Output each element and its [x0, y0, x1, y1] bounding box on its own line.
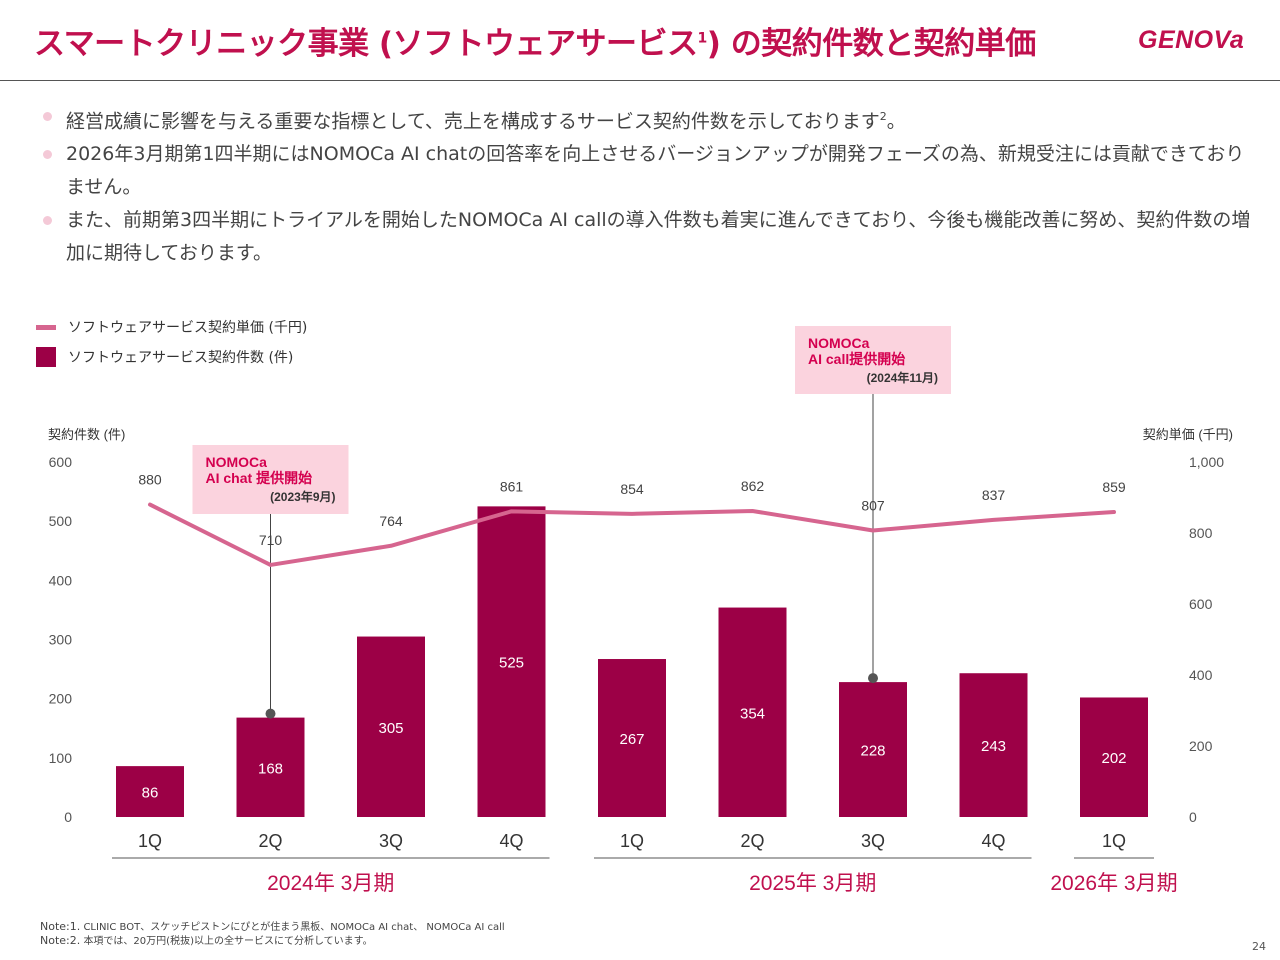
y-axis-title: 契約件数 (件): [48, 427, 125, 442]
annotation-subtitle: AI call提供開始: [808, 351, 905, 367]
line-value-label: 807: [861, 498, 885, 514]
line-value-label: 880: [138, 472, 162, 488]
x-tick-label: 2Q: [740, 831, 764, 851]
y2-tick-label: 200: [1189, 738, 1213, 754]
page-number: 24: [1252, 940, 1266, 953]
annotation-marker-dot: [868, 673, 878, 684]
bar-swatch-icon: [36, 347, 56, 367]
bar: [839, 682, 907, 817]
annotation-date: (2024年11月): [867, 370, 938, 385]
y2-tick-label: 1,000: [1189, 454, 1224, 470]
bar-value-label: 168: [258, 760, 283, 777]
bar: [116, 766, 184, 817]
line-value-label: 837: [982, 487, 1006, 503]
x-tick-label: 3Q: [861, 831, 885, 851]
footnote-2: Note:2. 本項では、20万円(税抜)以上の全サービスにて分析しています。: [40, 932, 373, 947]
x-tick-label: 4Q: [981, 831, 1005, 851]
bar-value-label: 228: [860, 743, 885, 760]
line-value-label: 764: [379, 513, 403, 529]
x-tick-label: 1Q: [1102, 831, 1126, 851]
bullet-item: また、前期第3四半期にトライアルを開始したNOMOCa AI callの導入件数…: [40, 204, 1260, 270]
page-title: スマートクリニック事業 (ソフトウェアサービス1) の契約件数と契約単価: [34, 18, 1036, 63]
line-value-label: 861: [500, 478, 524, 494]
title-main: スマートクリニック事業 (ソフトウェアサービス: [34, 26, 698, 62]
bar-value-label: 305: [378, 720, 403, 737]
year-group-label: 2025年 3月期: [749, 872, 876, 895]
bar-value-label: 525: [499, 655, 524, 672]
x-tick-label: 3Q: [379, 831, 403, 851]
line-value-label: 859: [1102, 479, 1126, 495]
bullet-text: 経営成績に影響を与える重要な指標として、売上を構成するサービス契約件数を示してお…: [66, 110, 880, 133]
annotation-title: NOMOCa: [808, 335, 870, 351]
bar-value-label: 202: [1101, 750, 1126, 767]
header-divider: [0, 80, 1280, 81]
bar: [357, 636, 425, 817]
annotation-marker-dot: [265, 708, 276, 719]
y2-tick-label: 600: [1189, 596, 1213, 612]
x-tick-label: 1Q: [620, 831, 644, 851]
y-tick-label: 400: [49, 572, 73, 588]
annotation-subtitle: AI chat 提供開始: [206, 470, 313, 486]
bar: [718, 607, 787, 817]
bullet-item: 経営成績に影響を与える重要な指標として、売上を構成するサービス契約件数を示してお…: [40, 100, 1260, 138]
y-tick-label: 300: [49, 632, 73, 648]
legend-line-label: ソフトウェアサービス契約単価 (千円): [68, 320, 308, 336]
price-line: [148, 502, 1116, 567]
x-tick-label: 1Q: [138, 831, 162, 851]
y-tick-label: 600: [49, 454, 73, 470]
line-value-label: 710: [259, 532, 283, 548]
footnote-prefix: Note:1.: [40, 920, 81, 933]
bar: [598, 659, 666, 817]
bullet-text: また、前期第3四半期にトライアルを開始したNOMOCa AI callの導入件数…: [66, 209, 1251, 265]
y-tick-label: 500: [49, 513, 73, 529]
line-value-label: 862: [741, 478, 765, 494]
chart-legend: ソフトウェアサービス契約単価 (千円) ソフトウェアサービス契約件数 (件): [36, 312, 307, 372]
annotation-callout: [795, 326, 951, 394]
y-tick-label: 0: [64, 809, 72, 825]
year-group-label: 2026年 3月期: [1050, 872, 1177, 895]
annotation-callout: [192, 445, 349, 514]
title-end: ) の契約件数と契約単価: [706, 26, 1036, 62]
bullet-footnote-ref: 2: [879, 110, 887, 123]
year-group-label: 2024年 3月期: [267, 872, 394, 895]
genova-logo: GENOVa: [1138, 26, 1245, 54]
line-value-label: 854: [620, 481, 644, 497]
bullet-text: 2026年3月期第1四半期にはNOMOCa AI chatの回答率を向上させるバ…: [66, 143, 1245, 199]
bar: [477, 506, 546, 817]
legend-item-line: ソフトウェアサービス契約単価 (千円): [36, 312, 307, 342]
line-swatch-icon: [36, 324, 56, 330]
x-tick-label: 4Q: [499, 831, 523, 851]
y2-tick-label: 400: [1189, 667, 1213, 683]
y2-axis-title: 契約単価 (千円): [1143, 427, 1233, 442]
bar: [1080, 697, 1148, 817]
footnote-text: 本項では、20万円(税抜)以上の全サービスにて分析しています。: [83, 936, 373, 947]
bar-value-label: 86: [142, 785, 159, 802]
annotation-date: (2023年9月): [270, 489, 335, 504]
bullet-dot-icon: [43, 150, 52, 160]
footnote-1: Note:1. CLINIC BOT、スケッチピストンにぴとが住まう黒板、NOM…: [40, 918, 505, 933]
bar-value-label: 267: [619, 731, 644, 748]
x-tick-label: 2Q: [258, 831, 282, 851]
footnote-prefix: Note:2.: [40, 934, 81, 947]
bar-value-label: 354: [740, 705, 765, 722]
legend-bar-label: ソフトウェアサービス契約件数 (件): [68, 350, 294, 366]
annotation-title: NOMOCa: [206, 454, 268, 470]
bullet-tail: 。: [886, 110, 906, 133]
y-tick-label: 100: [49, 750, 73, 766]
bar: [959, 673, 1028, 817]
bar: [236, 717, 305, 817]
bullet-item: 2026年3月期第1四半期にはNOMOCa AI chatの回答率を向上させるバ…: [40, 138, 1260, 204]
bar-value-label: 243: [981, 738, 1006, 755]
footnote-text: CLINIC BOT、スケッチピストンにぴとが住まう黒板、NOMOCa AI c…: [83, 922, 505, 933]
y2-tick-label: 0: [1189, 809, 1197, 825]
title-footnote-ref: 1: [697, 30, 708, 47]
bullet-dot-icon: [43, 112, 52, 121]
y2-tick-label: 800: [1189, 525, 1213, 541]
y-tick-label: 200: [49, 691, 73, 707]
legend-item-bar: ソフトウェアサービス契約件数 (件): [36, 342, 307, 372]
bullet-list: 経営成績に影響を与える重要な指標として、売上を構成するサービス契約件数を示してお…: [40, 100, 1260, 270]
bullet-dot-icon: [43, 216, 52, 226]
